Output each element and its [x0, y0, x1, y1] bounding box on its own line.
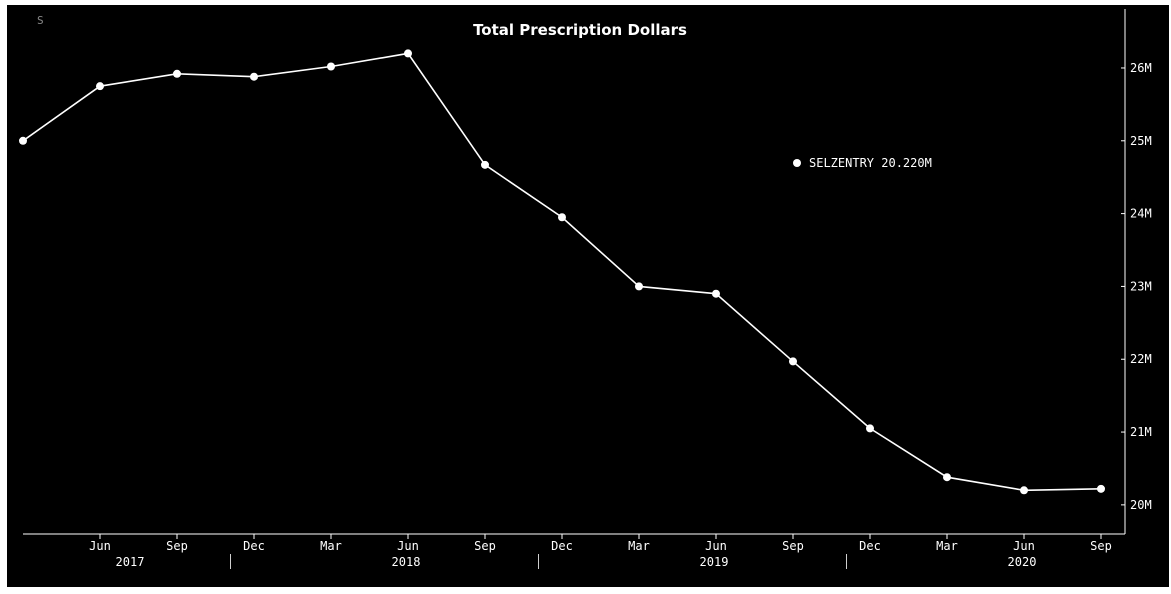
chart-badge: S: [37, 14, 44, 27]
axes: 26M 25M 24M 23M 22M 21M 20M Jun Sep Dec Mar Jun Sep D…: [23, 9, 1152, 569]
x-year-label: 2018: [392, 555, 421, 569]
x-tick-label: Jun: [705, 539, 727, 553]
x-tick-label: Jun: [1013, 539, 1035, 553]
data-point: [943, 473, 951, 482]
y-tick-label: 24M: [1130, 207, 1152, 221]
data-point: [712, 289, 720, 298]
y-tick-label: 23M: [1130, 279, 1152, 293]
y-tick-label: 25M: [1130, 134, 1152, 148]
y-tick-label: 26M: [1130, 61, 1152, 75]
y-tick-label: 20M: [1130, 498, 1152, 512]
legend: SELZENTRY 20.220M: [793, 156, 932, 170]
data-point: [250, 72, 258, 81]
data-point: [635, 282, 643, 291]
x-tick-label: Sep: [782, 539, 804, 553]
data-point: [1020, 486, 1028, 495]
x-tick-label: Dec: [551, 539, 573, 553]
data-point: [1097, 484, 1105, 493]
y-tick-label: 21M: [1130, 425, 1152, 439]
chart-frame: S Total Prescription Dollars 26M 25M 24M 23…: [7, 5, 1169, 587]
x-year-label: 2019: [700, 555, 729, 569]
y-tick-label: 22M: [1130, 352, 1152, 366]
x-tick-label: Dec: [243, 539, 265, 553]
data-point: [19, 136, 27, 145]
series-line: [22, 52, 1102, 492]
data-point: [558, 213, 566, 222]
x-year-label: 2020: [1008, 555, 1037, 569]
data-point: [96, 82, 104, 91]
line-chart: S Total Prescription Dollars 26M 25M 24M 23…: [19, 9, 1152, 569]
x-tick-label: Mar: [320, 539, 342, 553]
data-point: [404, 49, 412, 58]
x-tick-label: Sep: [166, 539, 188, 553]
x-tick-label: Dec: [859, 539, 881, 553]
data-point: [327, 62, 335, 71]
x-tick-label: Mar: [628, 539, 650, 553]
x-tick-label: Mar: [936, 539, 958, 553]
x-tick-label: Sep: [474, 539, 496, 553]
x-year-label: 2017: [116, 555, 145, 569]
data-point: [789, 357, 797, 366]
x-tick-label: Sep: [1090, 539, 1112, 553]
data-point: [173, 69, 181, 78]
x-tick-label: Jun: [397, 539, 419, 553]
legend-marker: [793, 159, 801, 167]
series-layer: [19, 49, 1105, 495]
x-tick-label: Jun: [89, 539, 111, 553]
data-point: [866, 424, 874, 433]
legend-label: SELZENTRY 20.220M: [809, 156, 932, 170]
data-point: [481, 160, 489, 169]
chart-title: Total Prescription Dollars: [473, 21, 687, 39]
